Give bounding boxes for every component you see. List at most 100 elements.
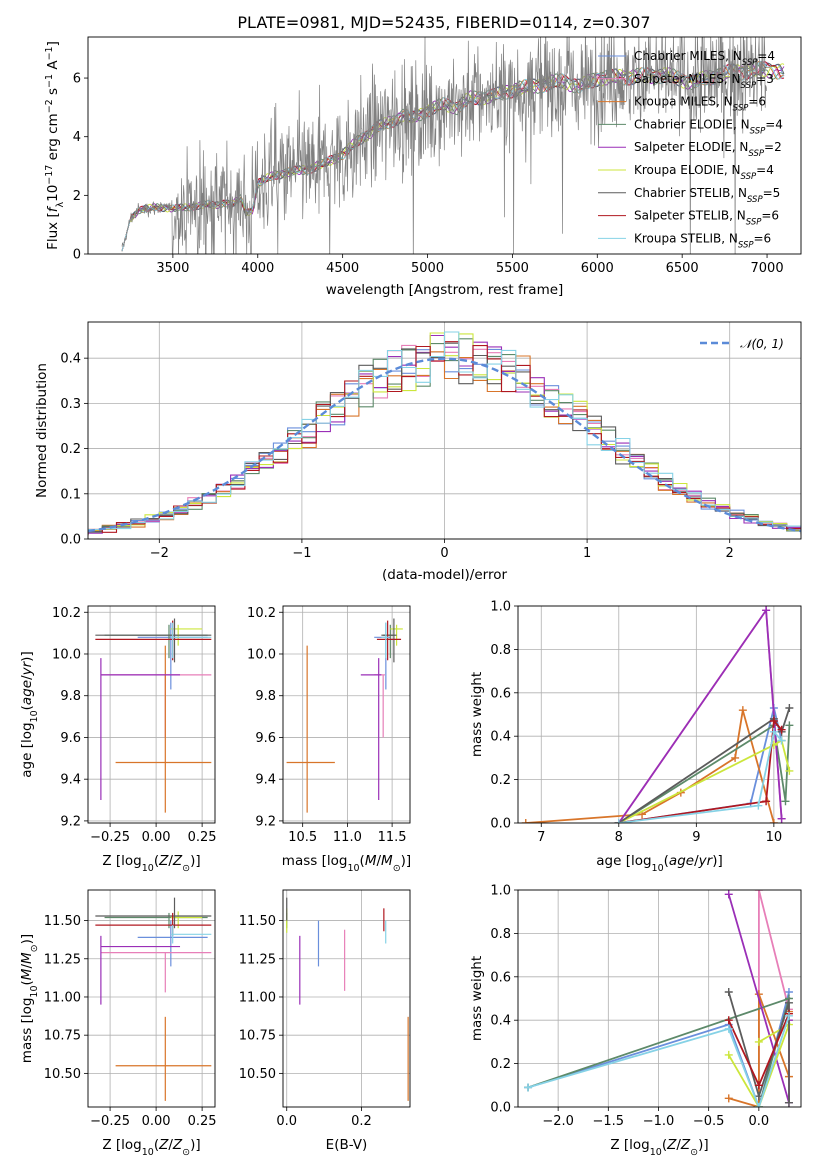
weight-marker <box>731 753 740 762</box>
axes-frame: 3500 4000 4500 5000 5500 6000 6500 7000 0 2 4 6 <box>73 36 802 276</box>
spectrum-ylabel-part: −1 <box>44 74 55 88</box>
x-tick-label: 1 <box>583 546 591 561</box>
legend-label-name: Chabrier STELIB, N <box>634 186 747 200</box>
errorbar-point <box>381 618 397 663</box>
weight-marker <box>784 998 793 1007</box>
x-tick-label: −2 <box>150 546 169 561</box>
weight-marker <box>724 1024 733 1033</box>
weight-marker <box>754 890 763 894</box>
weight-marker <box>784 1011 793 1020</box>
spectrum-ylabel-part: −17 <box>44 165 55 185</box>
axes-spines <box>517 889 802 1108</box>
y-tick-label: 10.2 <box>52 606 81 621</box>
y-tick-label: 6 <box>73 72 81 87</box>
weight_vs_age-xlabel-part: / <box>694 853 699 869</box>
axes-frame: 10.5 11.0 11.5 9.2 9.4 9.6 9.8 10.0 10.2 <box>247 605 411 845</box>
legend-label-sub: SSP <box>733 104 749 114</box>
mass_vs_Z-xlabel-part: Z <box>172 1137 183 1153</box>
plot-area <box>524 890 793 1107</box>
weight-marker <box>785 766 794 775</box>
errorbar-point <box>100 952 212 993</box>
x-tick-label: −0.25 <box>90 830 130 845</box>
x-tick-label: 6000 <box>581 261 614 276</box>
errorbar-point <box>95 618 212 663</box>
legend-label-sub: SSP <box>748 149 764 159</box>
age_vs_Z-xlabel-part: 10 <box>142 863 154 874</box>
legend-label-name: Chabrier MILES, N <box>634 49 742 63</box>
legend-label-name: Chabrier ELODIE, N <box>634 117 750 131</box>
errorbar-point <box>170 622 212 659</box>
weight_vs_Z-xlabel-part: ( <box>662 1137 667 1153</box>
y-tick-label: 11.50 <box>44 914 81 929</box>
legend-label: Salpeter STELIB, NSSP=6 <box>634 209 779 228</box>
weight-marker <box>754 1092 763 1101</box>
spectrum-ylabel-part: erg cm <box>45 113 61 164</box>
legend-label-count: =5 <box>763 186 781 200</box>
spectrum-ylabel-part: λ <box>55 202 66 208</box>
age_vs_Z-xlabel-part: ⊙ <box>182 863 190 874</box>
x-tick-label: 8 <box>615 830 623 845</box>
weight-marker <box>777 725 786 734</box>
y-tick-label: 10.75 <box>44 1029 81 1044</box>
weight_vs_Z-xlabel-part: 10 <box>650 1147 662 1158</box>
weight_vs_Z-xlabel-part: ⊙ <box>690 1147 698 1158</box>
age_vs_Z-ylabel: age [log10(age/yr)] <box>19 651 40 777</box>
mass_vs_Z-xlabel-part: ( <box>154 1137 159 1153</box>
y-tick-label: 0.6 <box>490 686 511 701</box>
weight-marker <box>754 801 763 810</box>
y-tick-label: 0.0 <box>490 817 511 832</box>
weight_vs_Z-xlabel: Z [log10(Z/Z⊙)] <box>610 1137 708 1158</box>
weight-marker <box>769 727 778 736</box>
spectrum-ylabel-part: ] <box>45 41 61 46</box>
x-tick-label: −1 <box>292 546 311 561</box>
x-tick-label: −2.0 <box>542 1114 574 1129</box>
age_vs_Z-ylabel-part: age [log <box>19 722 35 777</box>
axes-frame: −2.0 −1.5 −1.0 −0.5 0.0 0.0 0.2 0.4 0.6 0.8 1.0 <box>490 884 802 1129</box>
y-tick-label: 9.6 <box>255 731 276 746</box>
spectrum-ylabel-part: Flux [ <box>45 212 61 250</box>
age_vs_mass-xlabel-part: M <box>381 853 393 869</box>
weight-marker <box>785 703 794 712</box>
errorbar-point <box>376 620 402 661</box>
legend-label-name: Salpeter STELIB, N <box>634 209 746 223</box>
x-tick-label: 0.0 <box>749 1114 770 1129</box>
weight-series <box>521 706 778 823</box>
errorbar-point <box>115 1016 212 1101</box>
plot-area <box>95 618 212 813</box>
age_vs_Z-xlabel: Z [log10(Z/Z⊙)] <box>102 853 200 874</box>
errorbar-point <box>360 658 382 801</box>
age_vs_mass-xlabel: mass [log10(M/M⊙)] <box>282 853 411 874</box>
legend-label-sub: SSP <box>741 81 757 91</box>
weight-marker <box>521 819 530 823</box>
spectrum-data-line <box>121 37 768 254</box>
panel-age_vs_mass: 10.5 11.0 11.5 9.2 9.4 9.6 9.8 10.0 10.2 mass [lo… <box>247 605 411 874</box>
x-tick-label: 4500 <box>326 261 359 276</box>
mass_vs_Z-ylabel-part: M <box>19 968 35 980</box>
weight-marker <box>524 1083 533 1092</box>
y-tick-label: 0.1 <box>60 487 81 502</box>
weight-marker <box>762 606 771 615</box>
y-tick-label: 0.4 <box>60 352 81 367</box>
axes-spines <box>87 889 216 1108</box>
axes-frame: −0.25 0.00 0.25 10.50 10.75 11.00 11.25 11.50 <box>44 889 217 1129</box>
y-tick-label: 0.4 <box>490 1014 511 1029</box>
y-tick-label: 0 <box>73 248 81 263</box>
mass_vs_Z-xlabel-part: Z [log <box>102 1137 141 1153</box>
weight-series <box>614 727 786 823</box>
x-tick-label: 7000 <box>751 261 784 276</box>
axes-frame: 7 8 9 10 0.0 0.2 0.4 0.6 0.8 1.0 <box>490 600 802 845</box>
x-tick-label: 7 <box>537 830 545 845</box>
age_vs_Z-xlabel-part: / <box>168 853 173 869</box>
y-tick-label: 0.6 <box>490 970 511 985</box>
hist-model-steps <box>88 331 801 535</box>
errorbar-point <box>286 645 335 813</box>
x-tick-label: 0.25 <box>188 830 217 845</box>
weight-marker <box>769 819 778 823</box>
weight-marker <box>785 721 794 730</box>
weight_vs_age-ylabel: mass weight <box>469 672 485 757</box>
y-tick-label: 1.0 <box>490 884 511 899</box>
y-tick-label: 9.6 <box>60 731 81 746</box>
legend-label-count: =4 <box>756 163 774 177</box>
